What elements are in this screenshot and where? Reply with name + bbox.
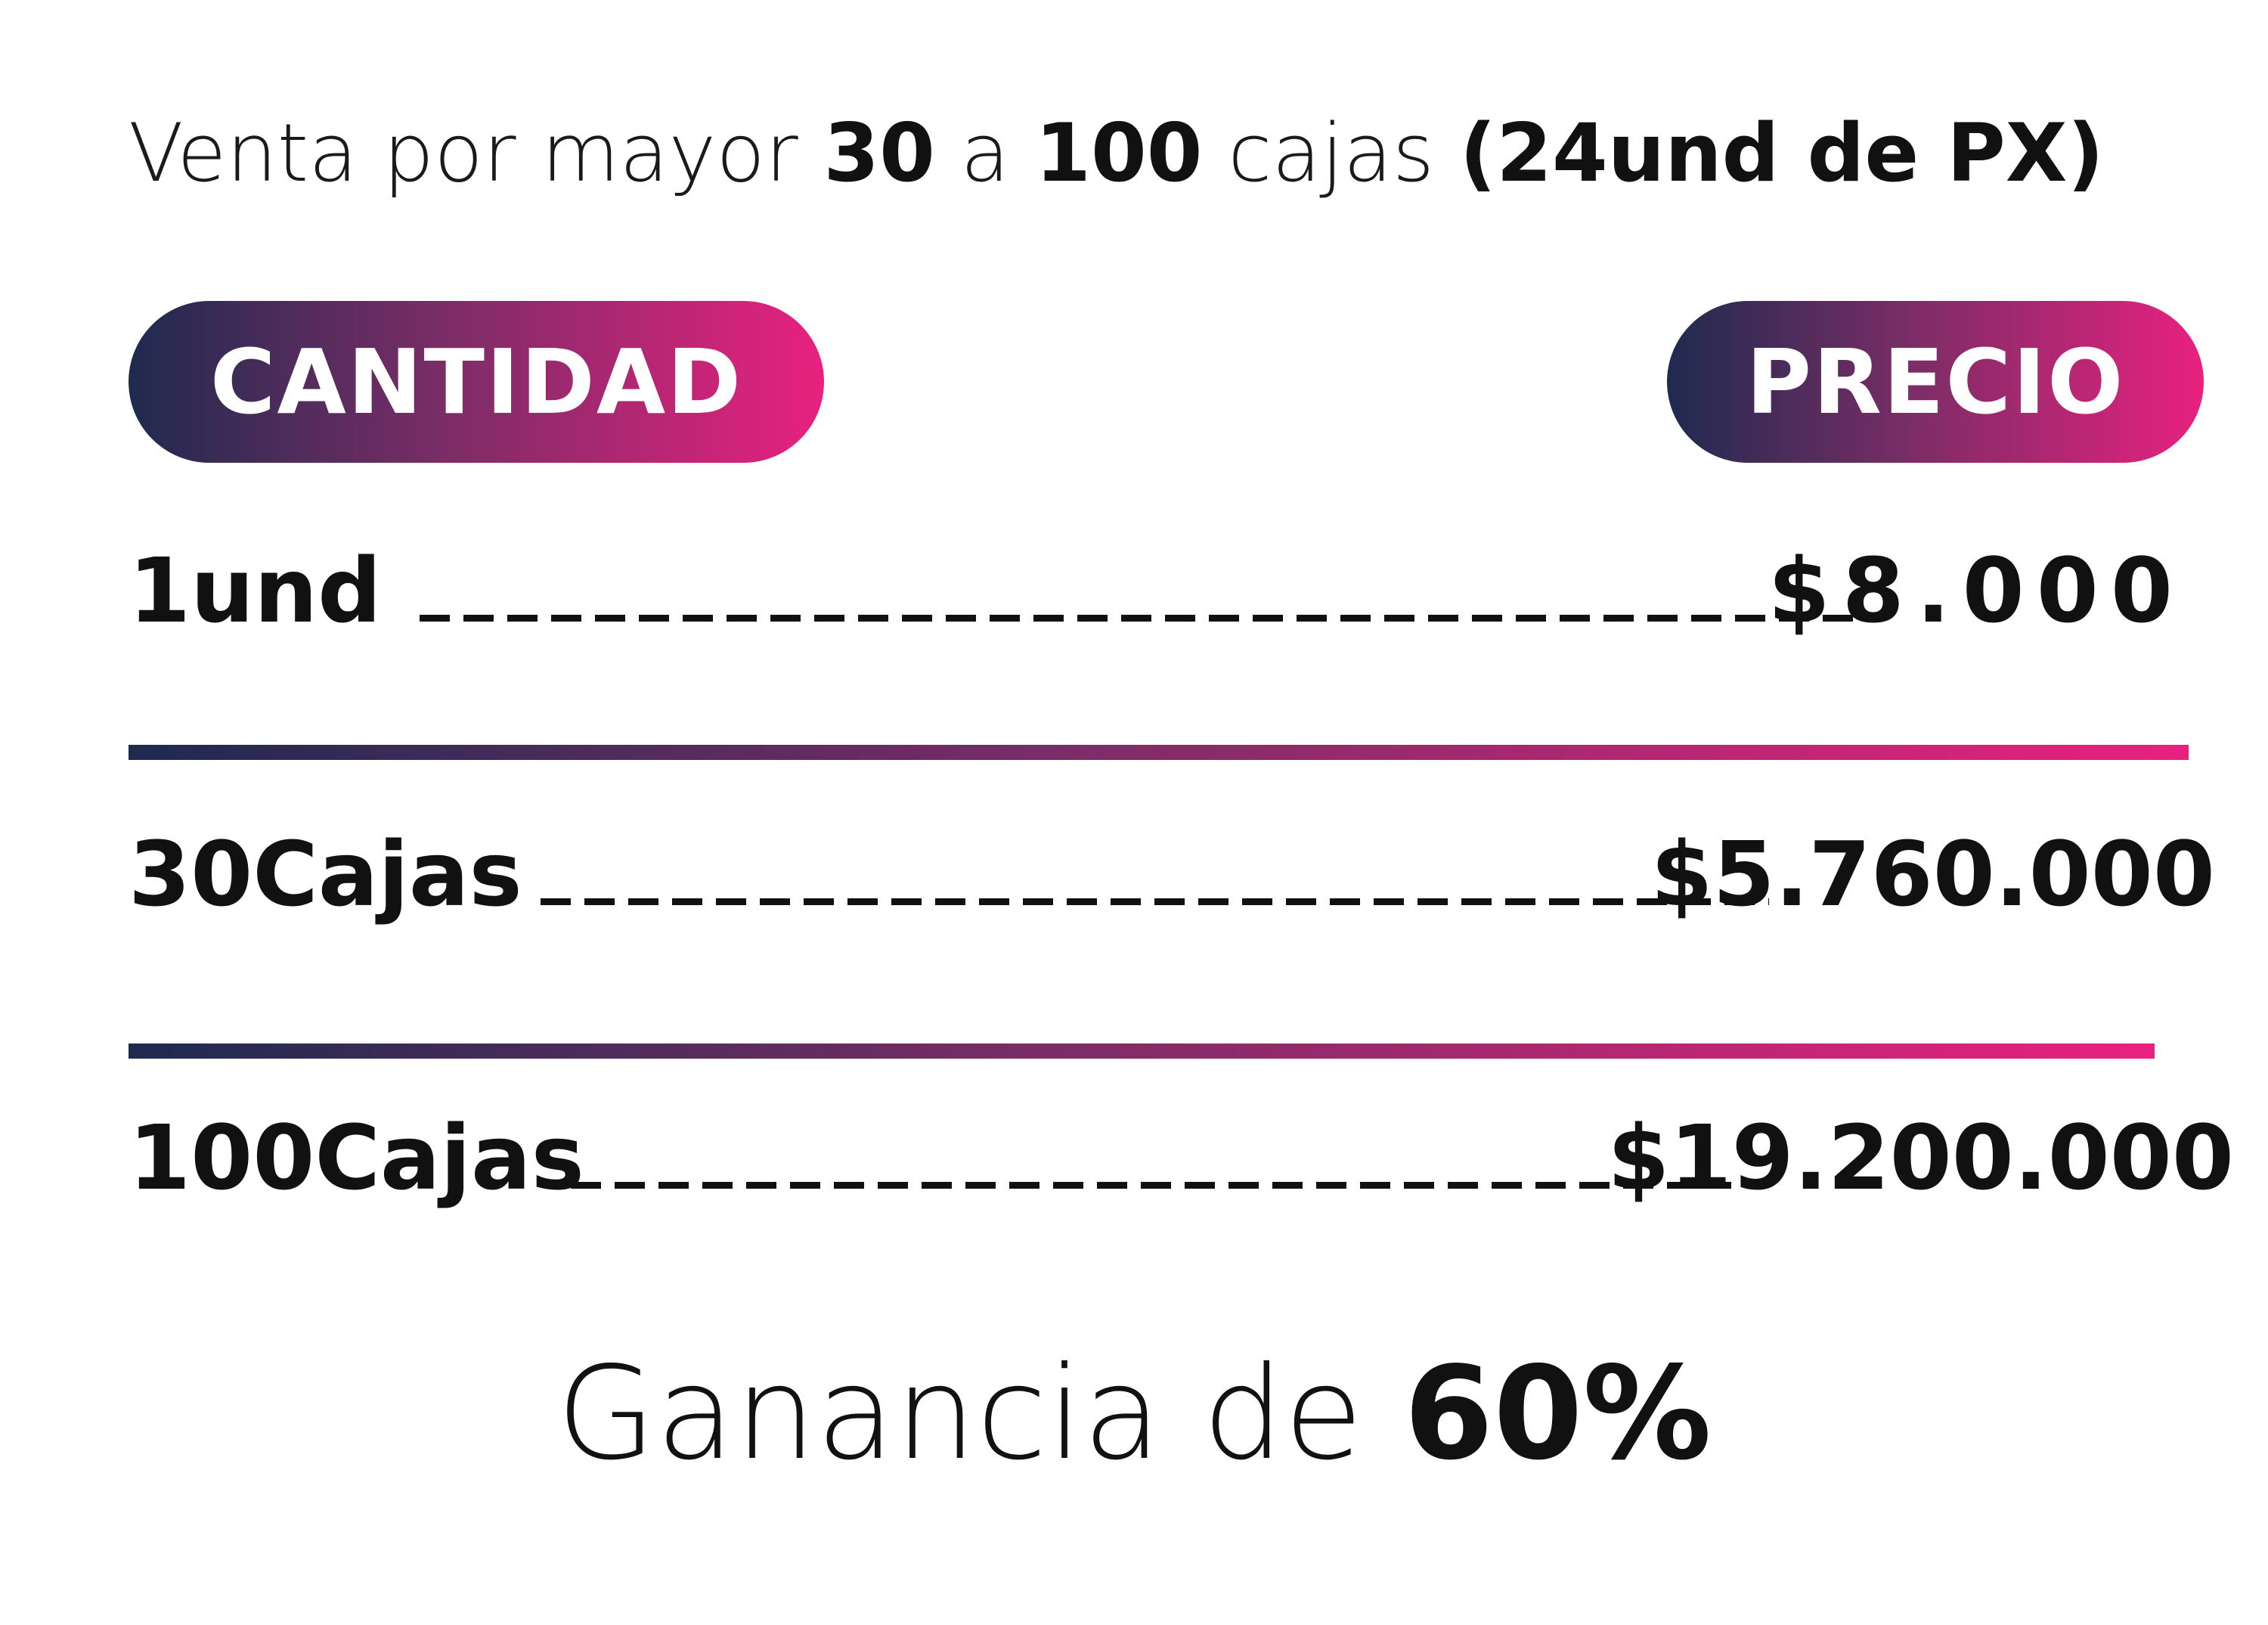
price-row: 30Cajas $5.760.000	[129, 813, 2215, 919]
price-header-label: PRECIO	[1746, 330, 2125, 434]
gradient-divider	[129, 1044, 2155, 1059]
row-price: $5.760.000	[1650, 822, 2216, 926]
profit-percent: 60%	[1404, 1339, 1712, 1489]
price-header-pill: PRECIO	[1667, 301, 2204, 463]
headline-note: (24und de PX)	[1459, 107, 2104, 200]
quantity-header-label: CANTIDAD	[209, 330, 743, 434]
price-row: 1und $8.000	[129, 529, 2215, 635]
headline-prefix: Venta por mayor	[129, 107, 824, 200]
row-quantity: 100Cajas	[129, 1106, 584, 1210]
headline-connector: a	[934, 107, 1036, 200]
profit-prefix: Ganancia de	[556, 1339, 1405, 1489]
row-quantity: 1und	[129, 538, 382, 643]
dotted-leader	[541, 898, 1769, 905]
headline: Venta por mayor 30 a 100 cajas (24und de…	[129, 113, 2104, 194]
headline-min: 30	[823, 107, 935, 200]
gradient-divider	[129, 745, 2189, 760]
dotted-leader	[571, 1182, 1731, 1189]
price-row: 100Cajas $19.200.000	[129, 1096, 2234, 1210]
headline-max: 100	[1035, 107, 1203, 200]
profit-note: Ganancia de 60%	[0, 1350, 2268, 1478]
dotted-leader	[420, 615, 1860, 622]
headline-unit: cajas	[1202, 107, 1460, 200]
row-quantity: 30Cajas	[129, 822, 522, 926]
quantity-header-pill: CANTIDAD	[129, 301, 824, 463]
row-price: $19.200.000	[1607, 1106, 2234, 1210]
row-price: $8.000	[1768, 538, 2185, 643]
